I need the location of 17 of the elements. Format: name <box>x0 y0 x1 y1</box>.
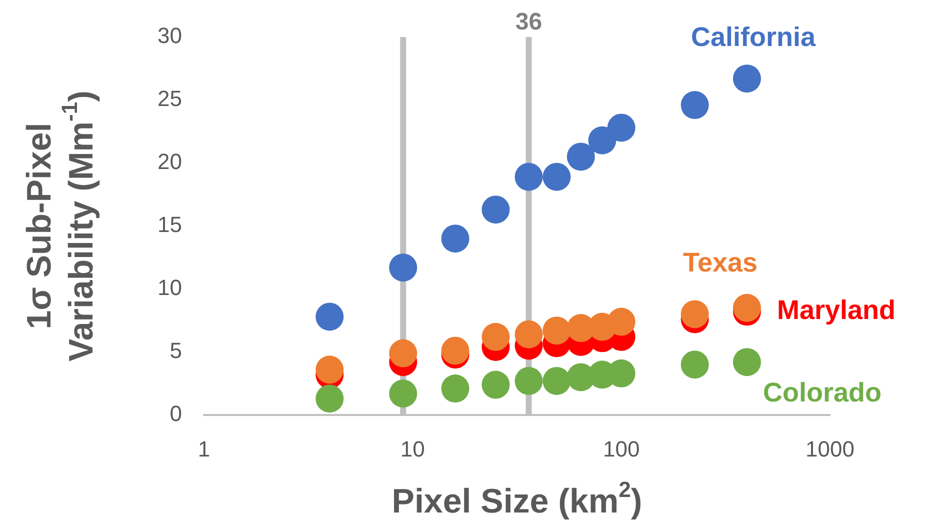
series-label: Colorado <box>762 378 882 408</box>
y-tick-label: 20 <box>158 149 182 174</box>
y-tick-label: 5 <box>170 338 182 364</box>
series-label: Maryland <box>776 295 896 326</box>
ref-line-label: 36 <box>515 8 542 36</box>
y-tick-label: 10 <box>158 275 182 300</box>
y-tick-label: 0 <box>170 401 182 426</box>
y-axis-title: 1σ Sub-Pixel Variability (Mm-1) <box>20 90 100 362</box>
x-tick-label: 1 <box>198 436 210 462</box>
series-label: California <box>690 22 816 52</box>
y-tick-label: 30 <box>158 23 182 48</box>
series-label: Texas <box>682 247 758 278</box>
x-tick-label: 10 <box>400 436 425 462</box>
x-tick-label: 100 <box>602 436 640 462</box>
y-tick-label: 15 <box>158 212 182 238</box>
y-tick-label: 25 <box>158 86 182 112</box>
x-tick-label: 1000 <box>806 436 854 462</box>
